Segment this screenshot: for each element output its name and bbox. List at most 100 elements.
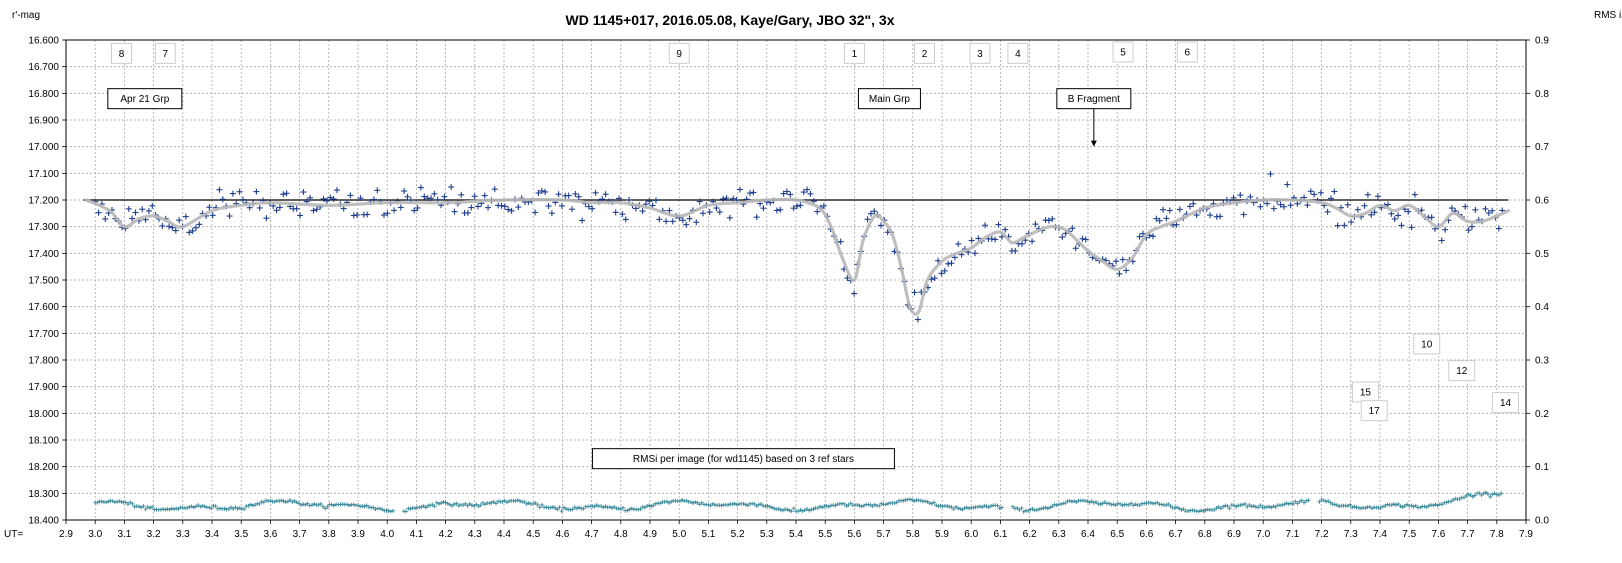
rms-point <box>301 502 306 507</box>
magnitude-point <box>1160 206 1167 213</box>
annotation-text: 12 <box>1456 366 1468 377</box>
rms-point <box>371 505 376 510</box>
magnitude-point <box>750 189 757 196</box>
magnitude-point <box>646 198 653 205</box>
magnitude-point <box>1344 201 1351 208</box>
rms-point <box>1120 503 1125 508</box>
rms-point <box>1218 506 1223 511</box>
rms-point <box>1212 507 1217 512</box>
magnitude-point <box>491 186 498 193</box>
rms-point <box>493 501 498 506</box>
rms-point <box>1131 503 1136 508</box>
annotation-box <box>1448 360 1476 382</box>
fit-line <box>84 197 1511 316</box>
rms-point <box>1466 492 1471 497</box>
rms-point <box>472 503 477 508</box>
annotation-box <box>1007 42 1029 64</box>
magnitude-point <box>1327 195 1334 202</box>
magnitude-point <box>935 257 942 264</box>
magnitude-point <box>686 215 693 222</box>
magnitude-point <box>1334 222 1341 229</box>
magnitude-point <box>1119 256 1126 263</box>
magnitude-point <box>320 195 327 202</box>
rms-point <box>1245 504 1250 509</box>
annotation-label: RMSi per image (for wd1145) based on 3 r… <box>591 448 895 470</box>
magnitude-point <box>716 209 723 216</box>
magnitude-point <box>1045 217 1052 224</box>
magnitude-point <box>1247 193 1254 200</box>
rms-point <box>189 504 194 509</box>
x-tick-label: 5.5 <box>818 529 832 540</box>
magnitude-point <box>357 195 364 202</box>
magnitude-point <box>1012 247 1019 254</box>
rms-point <box>802 508 807 513</box>
x-tick-label: 3.3 <box>176 529 190 540</box>
magnitude-point <box>354 211 361 218</box>
magnitude-point <box>149 202 156 209</box>
rms-point <box>1418 505 1423 510</box>
y-tick-label-left: 16.600 <box>28 36 59 47</box>
magnitude-point <box>1405 208 1412 215</box>
magnitude-point <box>448 184 455 191</box>
rms-point <box>811 507 816 512</box>
y-tick-label-left: 17.800 <box>28 356 59 367</box>
x-tick-label: 4.7 <box>585 529 599 540</box>
magnitude-point <box>1307 188 1314 195</box>
x-tick-label: 4.1 <box>409 529 423 540</box>
magnitude-point <box>330 196 337 203</box>
rms-point <box>745 503 750 508</box>
rms-point <box>450 503 455 508</box>
rms-point <box>1181 507 1186 512</box>
rms-point <box>391 508 396 513</box>
rms-point <box>1148 500 1153 505</box>
rms-point <box>268 498 273 503</box>
rms-point <box>934 503 939 508</box>
rms-point <box>918 498 923 503</box>
magnitude-point <box>374 187 381 194</box>
rms-point <box>1326 499 1331 504</box>
rms-point <box>581 506 586 511</box>
magnitude-point <box>585 203 592 210</box>
magnitude-point <box>471 193 478 200</box>
rms-point <box>929 501 934 506</box>
magnitude-point <box>1495 225 1502 232</box>
magnitude-point <box>1166 207 1173 214</box>
rms-point <box>187 504 192 509</box>
magnitude-point <box>1079 235 1086 242</box>
magnitude-point <box>992 236 999 243</box>
rms-point <box>143 507 148 512</box>
magnitude-point <box>1237 192 1244 199</box>
y-tick-label-left: 17.000 <box>28 142 59 153</box>
rms-point <box>1074 500 1079 505</box>
rms-point <box>1201 509 1206 514</box>
rms-point <box>627 507 632 512</box>
magnitude-point <box>129 215 136 222</box>
rms-point <box>476 504 481 509</box>
magnitude-point <box>293 205 300 212</box>
magnitude-point <box>602 191 609 198</box>
rms-point <box>1448 499 1453 504</box>
rms-point <box>242 507 247 512</box>
magnitude-point <box>877 222 884 229</box>
rms-point <box>1196 509 1201 514</box>
magnitude-point <box>102 215 109 222</box>
rms-point <box>800 508 805 513</box>
magnitude-point <box>441 193 448 200</box>
magnitude-point <box>276 204 283 211</box>
y-tick-label-left: 18.300 <box>28 489 59 500</box>
rms-point <box>443 500 448 505</box>
rms-point <box>693 500 698 505</box>
rms-point <box>1490 492 1495 497</box>
rms-point <box>110 499 115 504</box>
rms-point <box>1087 500 1092 505</box>
rms-point <box>550 504 555 509</box>
rms-point <box>616 506 621 511</box>
annotation-text: 14 <box>1500 398 1512 409</box>
rms-point <box>1043 505 1048 510</box>
rms-point <box>1481 491 1486 496</box>
rms-point <box>677 499 682 504</box>
magnitude-point <box>871 208 878 215</box>
rms-point <box>226 506 231 511</box>
magnitude-point <box>663 218 670 225</box>
y-tick-label-left: 17.200 <box>28 196 59 207</box>
